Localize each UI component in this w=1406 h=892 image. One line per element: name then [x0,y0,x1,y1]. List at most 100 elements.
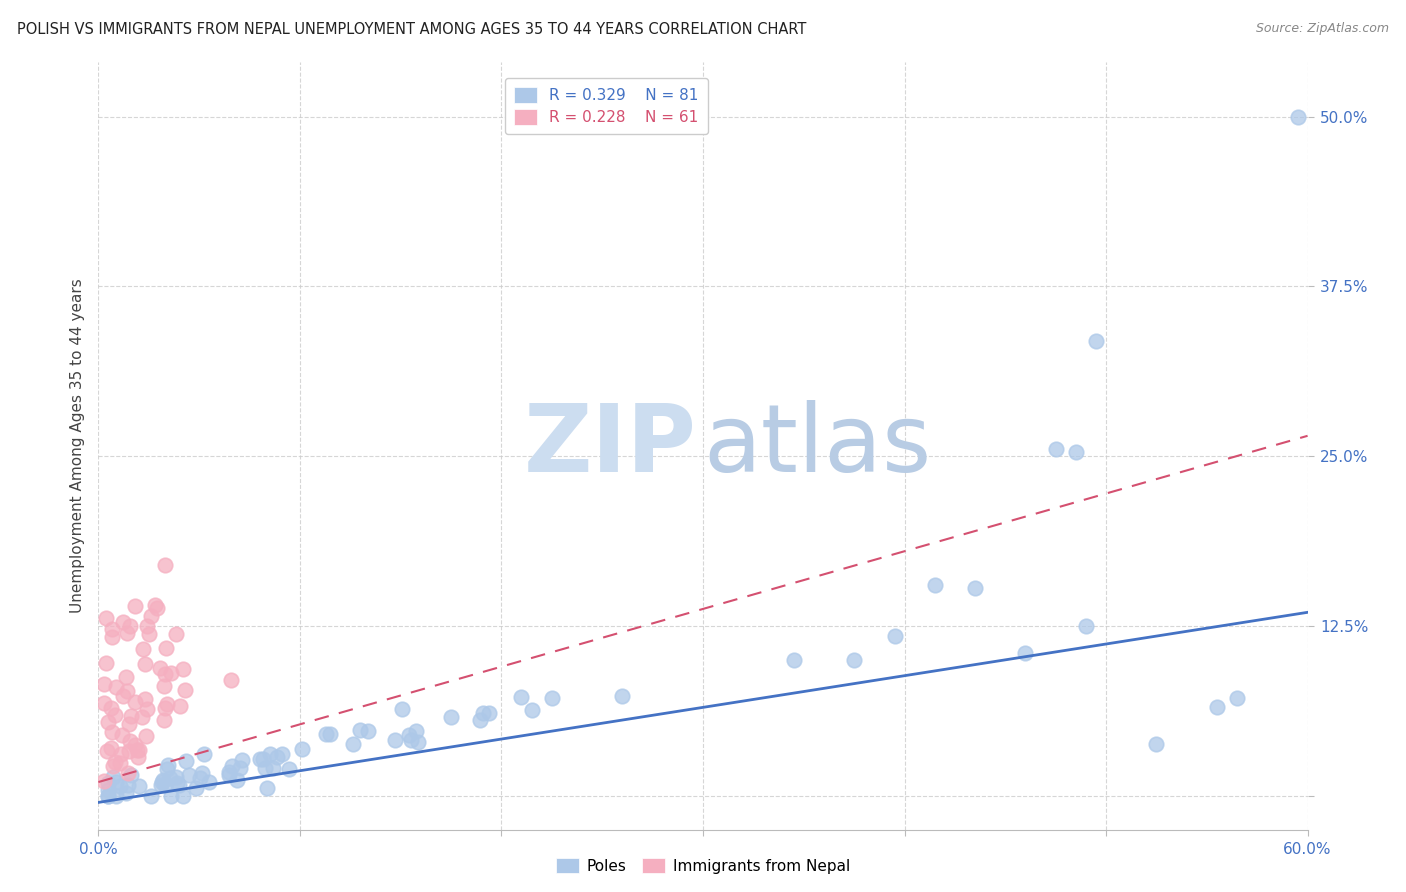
Point [218,765,240,780]
Point [965,581,987,595]
Point [319,727,342,741]
Point [114,670,136,684]
Point [117,684,139,698]
Point [783,653,806,667]
Point [1146,737,1168,751]
Point [97,789,120,803]
Point [155,641,177,656]
Point [169,699,191,714]
Point [152,679,174,693]
Point [190,766,212,780]
Point [172,789,194,803]
Point [101,630,124,644]
Point [108,756,131,771]
Point [138,627,160,641]
Point [1014,646,1036,660]
Point [97,789,120,803]
Point [405,724,427,739]
Point [105,680,128,694]
Point [96,744,118,758]
Point [117,766,139,780]
Point [104,789,127,803]
Point [94,611,117,625]
Legend: Poles, Immigrants from Nepal: Poles, Immigrants from Nepal [550,852,856,880]
Point [278,762,301,776]
Y-axis label: Unemployment Among Ages 35 to 44 years: Unemployment Among Ages 35 to 44 years [69,278,84,614]
Point [1286,110,1309,124]
Point [165,626,187,640]
Point [221,759,243,773]
Point [1045,442,1067,457]
Point [177,768,200,782]
Point [101,622,124,636]
Point [97,776,120,790]
Point [173,683,195,698]
Point [478,706,501,720]
Point [97,783,120,797]
Point [262,761,284,775]
Point [1206,700,1229,714]
Point [249,752,271,766]
Text: Source: ZipAtlas.com: Source: ZipAtlas.com [1256,22,1389,36]
Point [165,770,187,784]
Point [172,662,194,676]
Point [153,714,176,728]
Point [468,713,491,727]
Point [120,619,142,633]
Point [131,641,153,656]
Point [1085,334,1108,348]
Point [156,697,179,711]
Point [156,762,179,776]
Point [159,665,181,680]
Legend: R = 0.329    N = 81, R = 0.228    N = 61: R = 0.329 N = 81, R = 0.228 N = 61 [505,78,707,134]
Point [254,761,277,775]
Point [127,743,149,757]
Point [218,768,240,782]
Point [408,734,430,748]
Point [252,752,274,766]
Point [93,696,115,710]
Point [153,778,176,792]
Point [104,708,127,723]
Point [96,656,118,670]
Point [124,696,146,710]
Point [291,742,314,756]
Point [256,781,278,796]
Point [1064,445,1087,459]
Point [124,599,146,613]
Point [924,578,946,592]
Point [104,756,127,770]
Point [342,737,364,751]
Point [160,789,183,803]
Point [111,615,134,629]
Point [117,778,139,792]
Point [399,733,422,747]
Point [266,750,288,764]
Point [120,734,142,748]
Point [149,660,172,674]
Point [128,780,150,794]
Point [271,747,294,761]
Point [115,625,138,640]
Text: atlas: atlas [703,400,931,492]
Point [105,775,128,789]
Point [155,667,177,681]
Point [198,775,221,789]
Point [166,776,188,790]
Point [120,768,142,782]
Point [135,729,157,743]
Point [131,710,153,724]
Point [139,789,162,803]
Point [349,723,371,737]
Point [93,677,115,691]
Point [1226,690,1249,705]
Point [139,609,162,624]
Point [884,629,907,643]
Point [167,778,190,792]
Point [231,753,253,767]
Point [471,706,494,720]
Text: ZIP: ZIP [524,400,697,492]
Point [143,599,166,613]
Point [124,738,146,752]
Point [193,747,215,762]
